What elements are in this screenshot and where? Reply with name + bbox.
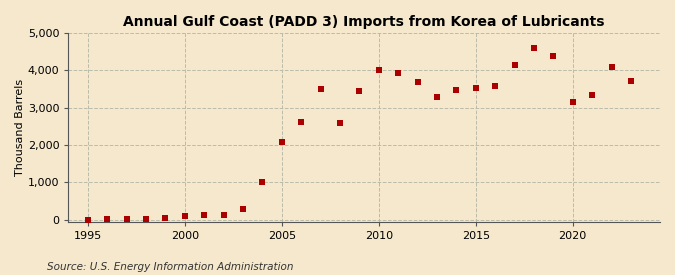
Point — [529, 45, 539, 50]
Point — [335, 120, 346, 125]
Point — [606, 64, 617, 69]
Point — [567, 100, 578, 104]
Point — [490, 83, 501, 88]
Point — [451, 87, 462, 92]
Point — [587, 93, 597, 97]
Point — [315, 87, 326, 92]
Point — [218, 213, 229, 217]
Point — [393, 71, 404, 76]
Title: Annual Gulf Coast (PADD 3) Imports from Korea of Lubricants: Annual Gulf Coast (PADD 3) Imports from … — [124, 15, 605, 29]
Point — [412, 80, 423, 84]
Point — [140, 217, 151, 221]
Point — [296, 120, 306, 124]
Point — [122, 217, 132, 221]
Point — [470, 86, 481, 90]
Point — [431, 95, 442, 99]
Point — [257, 180, 268, 185]
Point — [102, 217, 113, 221]
Point — [373, 68, 384, 72]
Point — [354, 88, 364, 93]
Point — [82, 218, 93, 222]
Point — [180, 214, 190, 218]
Point — [548, 54, 559, 59]
Text: Source: U.S. Energy Information Administration: Source: U.S. Energy Information Administ… — [47, 262, 294, 272]
Point — [509, 63, 520, 68]
Y-axis label: Thousand Barrels: Thousand Barrels — [15, 79, 25, 176]
Point — [276, 140, 287, 144]
Point — [238, 207, 248, 211]
Point — [160, 216, 171, 220]
Point — [626, 79, 637, 83]
Point — [199, 213, 210, 218]
